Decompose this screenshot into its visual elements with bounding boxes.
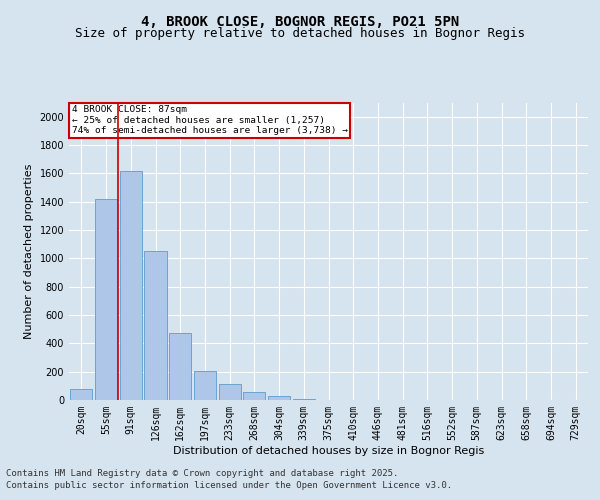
- Text: 4 BROOK CLOSE: 87sqm
← 25% of detached houses are smaller (1,257)
74% of semi-de: 4 BROOK CLOSE: 87sqm ← 25% of detached h…: [71, 106, 347, 136]
- Bar: [70, 390, 92, 400]
- Text: Contains public sector information licensed under the Open Government Licence v3: Contains public sector information licen…: [6, 480, 452, 490]
- Bar: [268, 396, 290, 400]
- Bar: [119, 170, 142, 400]
- Bar: [95, 199, 117, 400]
- Bar: [169, 334, 191, 400]
- Text: 4, BROOK CLOSE, BOGNOR REGIS, PO21 5PN: 4, BROOK CLOSE, BOGNOR REGIS, PO21 5PN: [141, 16, 459, 30]
- Bar: [243, 392, 265, 400]
- Bar: [194, 371, 216, 400]
- Bar: [145, 252, 167, 400]
- Bar: [293, 398, 315, 400]
- X-axis label: Distribution of detached houses by size in Bognor Regis: Distribution of detached houses by size …: [173, 446, 484, 456]
- Text: Contains HM Land Registry data © Crown copyright and database right 2025.: Contains HM Land Registry data © Crown c…: [6, 470, 398, 478]
- Y-axis label: Number of detached properties: Number of detached properties: [24, 164, 34, 339]
- Bar: [218, 384, 241, 400]
- Text: Size of property relative to detached houses in Bognor Regis: Size of property relative to detached ho…: [75, 28, 525, 40]
